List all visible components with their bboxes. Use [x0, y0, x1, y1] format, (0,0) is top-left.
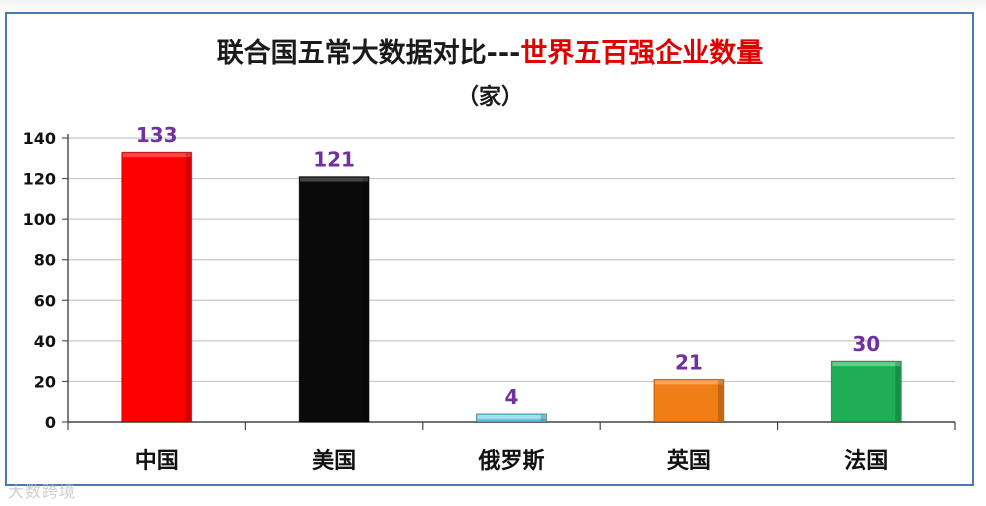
x-tick-label: 美国: [312, 448, 356, 474]
bar-highlight: [654, 380, 723, 385]
x-tick-label: 中国: [135, 449, 179, 474]
chart-title: 联合国五常大数据对比---世界五百强企业数量: [217, 37, 764, 69]
data-label: 121: [313, 148, 355, 172]
y-tick-label: 80: [34, 251, 56, 270]
bar: [653, 378, 725, 423]
data-label: 4: [505, 385, 519, 409]
data-label: 21: [675, 350, 703, 374]
bar-shade: [185, 153, 191, 421]
bar: [121, 151, 193, 423]
bar-highlight: [477, 414, 546, 419]
y-tick-label: 120: [23, 170, 56, 189]
x-tick-label: 俄罗斯: [477, 448, 544, 474]
chart-subtitle: （家）: [457, 84, 523, 110]
y-tick-label: 60: [34, 291, 56, 310]
chart-title-part2: 世界五百强企业数量: [520, 37, 763, 69]
y-tick-label: 140: [23, 129, 56, 148]
x-tick-label: 法国: [844, 449, 888, 474]
data-label: 133: [136, 123, 178, 147]
top-shadow: [0, 0, 986, 12]
x-tick-label: 英国: [667, 449, 711, 474]
bar: [830, 360, 902, 423]
y-tick-label: 0: [45, 413, 56, 432]
bar-shade: [895, 362, 901, 421]
bar-highlight: [122, 153, 191, 158]
y-tick-label: 40: [34, 332, 56, 351]
bar-shade: [363, 177, 369, 421]
bar-shade: [540, 414, 546, 421]
bar: [298, 176, 370, 423]
data-label: 30: [852, 332, 880, 356]
plot-area: 0 20 40 60 80 100 120 140 133 中国 121 美国 4 俄罗斯 21 英国 30 法国: [23, 123, 956, 474]
y-tick-label: 100: [23, 210, 56, 229]
y-tick-label: 20: [34, 372, 56, 391]
watermark: 大数跨境: [8, 482, 77, 501]
bar-highlight: [832, 362, 901, 367]
chart-title-part1: 联合国五常大数据对比---: [217, 37, 521, 69]
bar-highlight: [300, 177, 369, 182]
bar-shade: [717, 380, 723, 421]
